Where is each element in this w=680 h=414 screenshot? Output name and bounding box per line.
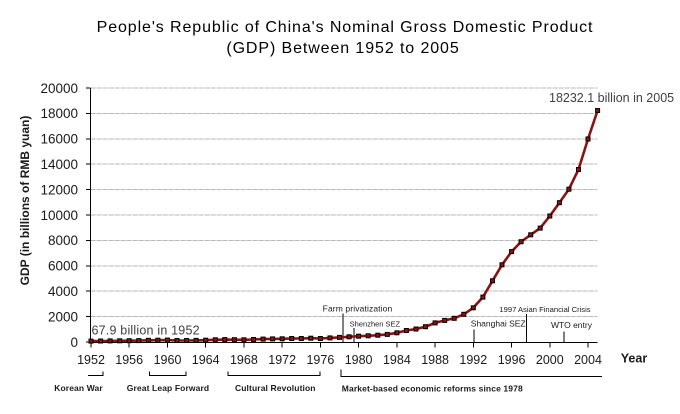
svg-text:1952: 1952 — [77, 353, 105, 367]
svg-text:1988: 1988 — [421, 353, 449, 367]
svg-text:18232.1 billion in 2005: 18232.1 billion in 2005 — [549, 91, 674, 105]
svg-text:10000: 10000 — [40, 208, 78, 223]
svg-text:12000: 12000 — [40, 182, 78, 197]
svg-text:Farm privatization: Farm privatization — [323, 304, 393, 314]
svg-text:WTO entry: WTO entry — [551, 320, 593, 330]
svg-text:1968: 1968 — [230, 353, 258, 367]
svg-text:18000: 18000 — [40, 106, 78, 121]
svg-text:1996: 1996 — [498, 353, 526, 367]
svg-text:1972: 1972 — [268, 353, 296, 367]
svg-text:67.9 billion in 1952: 67.9 billion in 1952 — [92, 324, 200, 338]
svg-text:2004: 2004 — [574, 353, 602, 367]
svg-text:1964: 1964 — [192, 353, 220, 367]
svg-text:People's Republic of China's N: People's Republic of China's Nominal Gro… — [97, 19, 594, 36]
svg-text:2000: 2000 — [48, 309, 78, 324]
svg-text:Year: Year — [621, 352, 648, 366]
svg-text:Shenzhen SEZ: Shenzhen SEZ — [350, 320, 401, 329]
svg-text:Shanghai SEZ: Shanghai SEZ — [471, 318, 526, 328]
svg-text:1992: 1992 — [459, 353, 487, 367]
svg-text:Great Leap Forward: Great Leap Forward — [127, 383, 209, 393]
svg-text:2000: 2000 — [536, 353, 564, 367]
svg-text:14000: 14000 — [40, 157, 78, 172]
svg-text:1984: 1984 — [383, 353, 411, 367]
svg-text:1956: 1956 — [115, 353, 143, 367]
svg-text:0: 0 — [70, 335, 78, 350]
svg-text:6000: 6000 — [48, 259, 78, 274]
svg-text:16000: 16000 — [40, 132, 78, 147]
svg-text:20000: 20000 — [40, 81, 78, 96]
svg-text:8000: 8000 — [48, 233, 78, 248]
svg-text:1976: 1976 — [306, 353, 334, 367]
svg-text:Korean War: Korean War — [54, 383, 103, 393]
svg-text:GDP (in billions of RMB yuan): GDP (in billions of RMB yuan) — [18, 116, 32, 286]
svg-text:4000: 4000 — [48, 284, 78, 299]
svg-text:Market-based economic reforms: Market-based economic reforms since 1978 — [342, 384, 523, 394]
svg-text:Cultural Revolution: Cultural Revolution — [235, 383, 316, 393]
svg-text:(GDP) Between 1952 to 2005: (GDP) Between 1952 to 2005 — [226, 40, 459, 57]
svg-text:1960: 1960 — [154, 353, 182, 367]
svg-text:1980: 1980 — [345, 353, 373, 367]
svg-text:1997 Asian Financial Crisis: 1997 Asian Financial Crisis — [499, 305, 590, 314]
